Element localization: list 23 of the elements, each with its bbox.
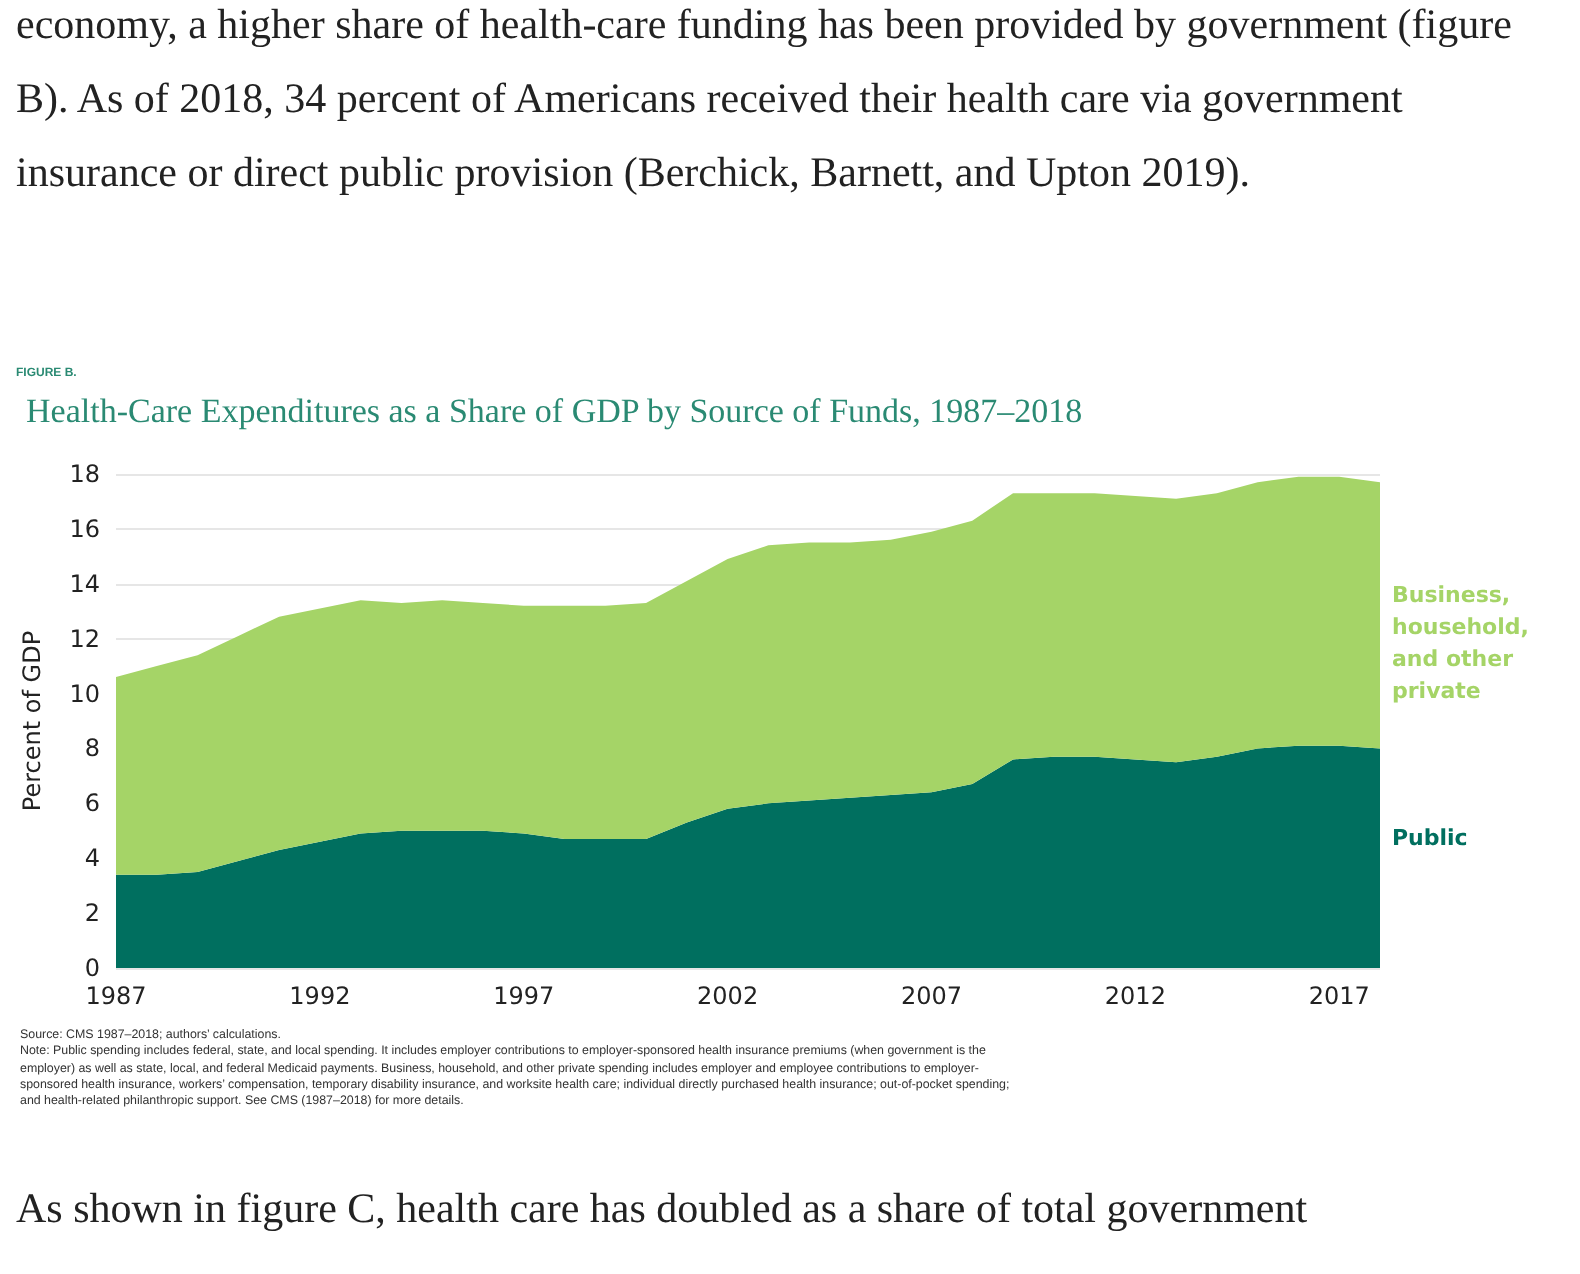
x-tick-label: 2007	[900, 982, 963, 1010]
x-tick-label: 2012	[1104, 982, 1166, 1010]
y-tick-label: 16	[69, 514, 100, 543]
series-label: Business, household, and other private	[1392, 582, 1529, 705]
chart-title: Health-Care Expenditures as a Share of GDP by Source of Funds, 1987–2018	[26, 392, 1083, 430]
y-tick-label: 12	[69, 624, 100, 653]
y-tick-label: 4	[84, 844, 100, 873]
y-axis-title: Percent of GDP	[18, 630, 46, 812]
x-tick-label: 2002	[697, 982, 759, 1010]
y-tick-label: 18	[69, 460, 100, 488]
x-tick-label: 1992	[289, 982, 351, 1010]
x-tick-label: 1987	[85, 982, 147, 1010]
x-tick-label: 2017	[1308, 982, 1370, 1010]
y-tick-label: 8	[84, 734, 100, 763]
text: economy, a higher share of health-care funding has been provided by government (figure B). As of 2018, 34 percent of Americans received their health care via government insurance or direct public provision (Berchick, Barnett, and Upton 2019).	[16, 0, 1514, 200]
series-label: Public	[1392, 825, 1468, 852]
y-tick-label: 14	[69, 569, 100, 598]
y-tick-label: 0	[84, 954, 100, 982]
y-tick-label: 2	[84, 899, 100, 928]
x-tick-label: 1997	[493, 982, 555, 1010]
y-tick-label: 6	[84, 789, 100, 818]
text: As shown in figure C, health care has doubled as a share of total government	[16, 1182, 1310, 1236]
y-tick-label: 10	[69, 679, 100, 708]
